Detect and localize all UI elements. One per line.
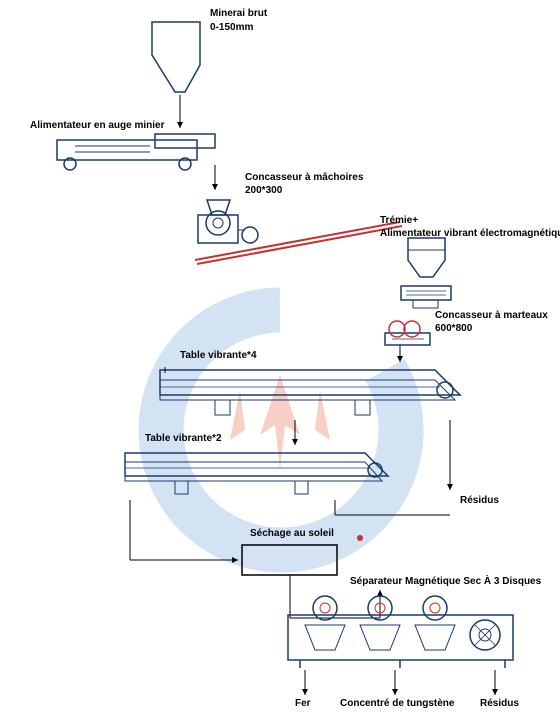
- label-raw-size: 0-150mm: [210, 22, 253, 33]
- label-table4: Table vibrante*4: [180, 350, 257, 361]
- vibro-feeder: [398, 283, 458, 316]
- label-hammer-size: 600*800: [435, 323, 472, 334]
- label-raw-ore: Minerai brut: [210, 8, 267, 19]
- label-trough-feeder: Alimentateur en auge minier: [30, 120, 164, 131]
- label-tungsten: Concentré de tungstène: [340, 698, 454, 709]
- label-hopper-plus: Trémie+: [380, 215, 418, 226]
- magnetic-separator: [285, 590, 520, 675]
- sun-drying-box: [240, 543, 340, 583]
- shaking-table-2: [120, 448, 395, 505]
- trough-feeder: [55, 132, 225, 177]
- shaking-table-4: [155, 365, 465, 425]
- label-table2: Table vibrante*2: [145, 433, 222, 444]
- hopper-raw-ore: [150, 20, 210, 103]
- label-jaw-crusher: Concasseur à mâchoires: [245, 172, 363, 183]
- hopper-secondary: [405, 235, 450, 288]
- jaw-crusher: [195, 195, 265, 255]
- label-tailings: Résidus: [460, 495, 499, 506]
- label-tailings2: Résidus: [480, 698, 519, 709]
- label-iron: Fer: [295, 698, 311, 709]
- label-mag-separator: Séparateur Magnétique Sec À 3 Disques: [350, 576, 541, 587]
- hammer-crusher: [382, 315, 437, 355]
- label-sun-drying: Séchage au soleil: [250, 528, 334, 539]
